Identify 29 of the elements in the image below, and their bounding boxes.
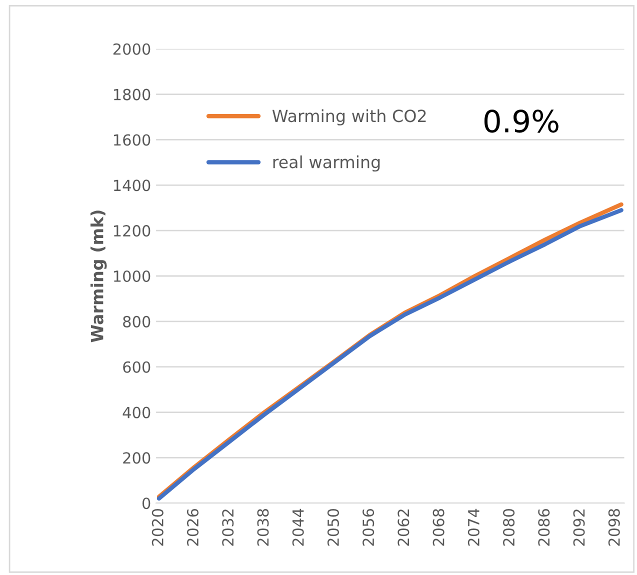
- x-tick-label: 2032: [222, 510, 234, 546]
- y-tick-label: 600: [123, 361, 150, 373]
- x-tick-label: 2086: [538, 508, 550, 546]
- x-tick-label: 2044: [292, 508, 304, 546]
- x-tick-label: 2050: [327, 509, 339, 546]
- y-tick-label: 800: [123, 316, 150, 328]
- x-tick-label: 2056: [362, 508, 374, 546]
- x-tick-label: 2068: [432, 509, 444, 546]
- legend-label: Warming with CO2: [272, 109, 426, 126]
- x-tick-label: 2020: [152, 509, 164, 546]
- x-tick-label: 2098: [608, 509, 620, 546]
- y-tick-label: 1600: [114, 134, 150, 146]
- y-axis-title: Warming (mk): [90, 210, 107, 342]
- y-tick-label: 1800: [114, 88, 150, 100]
- annotation: 0.9%: [484, 110, 558, 133]
- x-tick-label: 2092: [573, 510, 585, 546]
- y-tick-label: 1200: [114, 225, 150, 237]
- y-tick-label: 1000: [114, 270, 150, 282]
- x-tick-label: 2074: [468, 508, 480, 546]
- legend-label: real warming: [273, 155, 380, 172]
- x-tick-label: 2026: [186, 508, 199, 546]
- y-tick-label: 1400: [114, 180, 150, 192]
- x-tick-label: 2038: [257, 509, 269, 546]
- x-tick-label: 2062: [398, 510, 410, 546]
- x-tick-label: 2080: [503, 509, 515, 546]
- y-tick-label: 0: [142, 498, 150, 510]
- y-tick-label: 400: [122, 406, 150, 418]
- y-tick-label: 200: [123, 452, 150, 464]
- y-tick-label: 2000: [113, 43, 150, 55]
